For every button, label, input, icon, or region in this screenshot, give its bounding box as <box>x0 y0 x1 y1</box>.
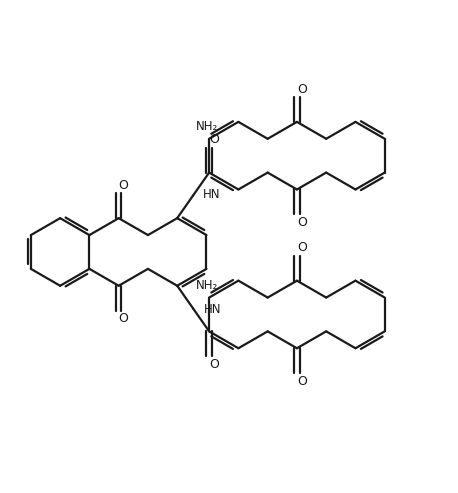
Text: O: O <box>297 242 307 254</box>
Text: O: O <box>297 216 307 229</box>
Text: NH₂: NH₂ <box>196 279 218 292</box>
Text: O: O <box>209 133 219 146</box>
Text: NH₂: NH₂ <box>196 120 218 134</box>
Text: O: O <box>119 179 129 192</box>
Text: O: O <box>209 357 219 371</box>
Text: HN: HN <box>204 303 222 316</box>
Text: O: O <box>119 312 129 325</box>
Text: O: O <box>297 375 307 387</box>
Text: O: O <box>297 83 307 96</box>
Text: HN: HN <box>203 188 221 201</box>
